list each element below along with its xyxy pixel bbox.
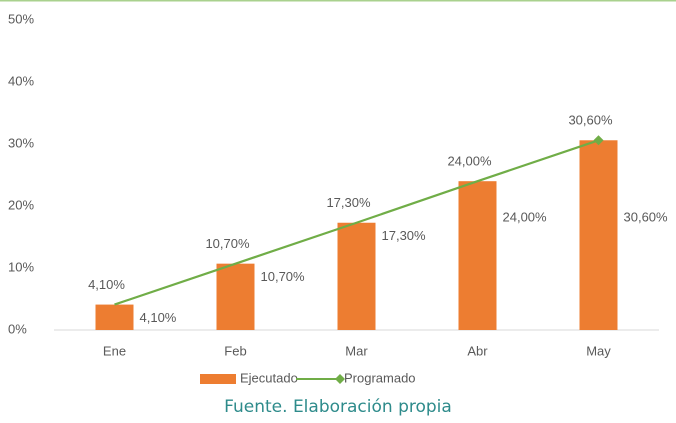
x-tick-label: Abr [467,343,488,358]
y-tick-label: 0% [8,321,27,336]
line-value-label: 4,10% [88,277,125,292]
x-tick-label: Mar [345,343,368,358]
legend-marker [335,374,345,384]
y-tick-label: 20% [8,197,34,212]
y-tick-label: 40% [8,73,34,88]
y-tick-label: 30% [8,135,34,150]
bar [458,181,497,330]
line-value-label: 10,70% [205,236,250,251]
caption: Fuente. Elaboración propia [224,397,452,417]
legend-label: Ejecutado [240,370,298,385]
bar-value-label: 24,00% [503,209,548,224]
bar [579,140,618,330]
bar [95,304,134,330]
x-tick-label: May [586,343,611,358]
bar [216,263,255,330]
x-tick-label: Ene [103,343,126,358]
bar-value-label: 17,30% [382,228,427,243]
y-tick-label: 50% [8,11,34,26]
bar-value-label: 10,70% [261,269,306,284]
bar [337,222,376,330]
legend-label: Programado [344,370,416,385]
line-value-label: 17,30% [326,195,371,210]
line-value-label: 30,60% [568,113,613,128]
legend-swatch [200,374,236,384]
bar-value-label: 4,10% [140,310,177,325]
y-tick-label: 10% [8,259,34,274]
bar-value-label: 30,60% [624,209,669,224]
x-tick-label: Feb [224,343,246,358]
line-value-label: 24,00% [447,154,492,169]
line-marker [593,135,604,146]
line [114,139,599,306]
